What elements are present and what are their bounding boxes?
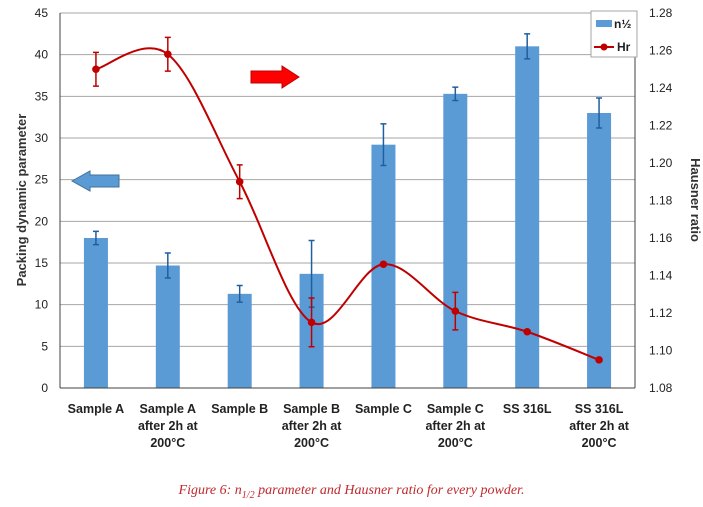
category-label-line: Sample B <box>283 402 340 416</box>
bar <box>587 113 612 388</box>
legend: n½ Hr <box>590 10 638 58</box>
axis-arrows <box>70 65 300 192</box>
gridlines <box>60 12 635 347</box>
legend-swatch-hr-marker <box>600 43 608 51</box>
hr-point <box>92 65 100 74</box>
legend-swatch-n-half <box>596 20 612 27</box>
category-label-line: 200°C <box>150 436 185 450</box>
right-axis-title: Hausner ratio <box>688 158 703 242</box>
right-tick-label: 1.18 <box>649 194 673 208</box>
right-tick-label: 1.08 <box>649 381 673 395</box>
left-tick-label: 10 <box>35 298 49 312</box>
right-tick-label: 1.14 <box>649 269 673 283</box>
hr-point <box>379 260 388 269</box>
left-tick-label: 20 <box>35 214 49 228</box>
bar-error-bars <box>92 33 603 308</box>
category-label-line: 200°C <box>294 436 329 450</box>
category-label-line: Sample C <box>427 402 484 416</box>
right-tick-label: 1.20 <box>649 156 673 170</box>
category-label-line: SS 316L <box>575 402 624 416</box>
left-tick-label: 5 <box>41 339 48 353</box>
category-label: Sample C <box>355 402 412 416</box>
left-tick-label: 45 <box>35 6 49 20</box>
category-label: Sample A after 2h at 200°C <box>138 402 199 450</box>
right-tick-label: 1.16 <box>649 231 673 245</box>
bar <box>155 265 180 388</box>
category-label-line: 200°C <box>582 436 617 450</box>
category-label-line: Sample A <box>68 402 125 416</box>
right-tick-label: 1.26 <box>649 44 673 58</box>
left-axis-title: Packing dynamic parameter <box>14 114 29 287</box>
left-tick-label: 30 <box>35 131 49 145</box>
category-label: Sample B after 2h at 200°C <box>282 402 343 450</box>
category-label-line: Sample C <box>355 402 412 416</box>
right-tick-label: 1.22 <box>649 119 673 133</box>
category-label: Sample A <box>68 402 125 416</box>
left-arrow-icon <box>70 170 120 192</box>
hr-error-bars <box>92 36 459 348</box>
hr-point <box>235 177 244 186</box>
bars-n-half <box>83 46 612 388</box>
category-label-line: after 2h at <box>282 419 343 433</box>
hr-point <box>523 327 531 336</box>
category-label: Sample B <box>211 402 268 416</box>
bar <box>515 46 540 388</box>
left-tick-labels: 0 5 10 15 20 25 30 35 40 45 <box>35 6 49 395</box>
caption-suffix: parameter and Hausner ratio for every po… <box>254 483 525 498</box>
right-tick-label: 1.24 <box>649 81 673 95</box>
category-label: SS 316L <box>503 402 552 416</box>
bar <box>443 93 468 388</box>
category-label: SS 316L after 2h at 200°C <box>569 402 630 450</box>
legend-label-hr: Hr <box>617 40 631 54</box>
right-arrow-icon <box>250 65 300 89</box>
hr-point <box>164 50 172 59</box>
category-label-line: Sample B <box>211 402 268 416</box>
right-tick-label: 1.10 <box>649 344 673 358</box>
left-tick-label: 40 <box>35 48 49 62</box>
bar <box>83 238 108 388</box>
hr-point <box>595 356 603 364</box>
hr-point <box>451 307 460 315</box>
left-tick-label: 35 <box>35 89 49 103</box>
legend-box <box>590 10 638 58</box>
bar <box>227 293 252 388</box>
category-label-line: SS 316L <box>503 402 552 416</box>
category-label-line: after 2h at <box>569 419 630 433</box>
category-label: Sample C after 2h at 200°C <box>425 402 486 450</box>
legend-label-n-half: n½ <box>614 17 631 31</box>
right-tick-label: 1.28 <box>649 6 673 20</box>
category-label-line: after 2h at <box>138 419 199 433</box>
axes <box>59 13 636 389</box>
right-tick-labels: 1.08 1.10 1.12 1.14 1.16 1.18 1.20 1.22 1.24 1.26… <box>649 6 673 395</box>
right-tick-label: 1.12 <box>649 306 673 320</box>
hr-points <box>92 50 603 364</box>
left-tick-label: 0 <box>41 381 48 395</box>
category-label-line: Sample A <box>140 402 197 416</box>
left-tick-label: 15 <box>35 256 49 270</box>
figure-caption: Figure 6: n1/2 parameter and Hausner rat… <box>0 483 703 501</box>
category-label-line: after 2h at <box>425 419 486 433</box>
hr-line <box>95 47 600 361</box>
caption-subscript: 1/2 <box>241 489 255 501</box>
hr-point <box>307 318 316 327</box>
left-tick-label: 25 <box>35 173 49 187</box>
category-label-line: 200°C <box>438 436 473 450</box>
caption-prefix: Figure 6: n <box>178 483 242 498</box>
